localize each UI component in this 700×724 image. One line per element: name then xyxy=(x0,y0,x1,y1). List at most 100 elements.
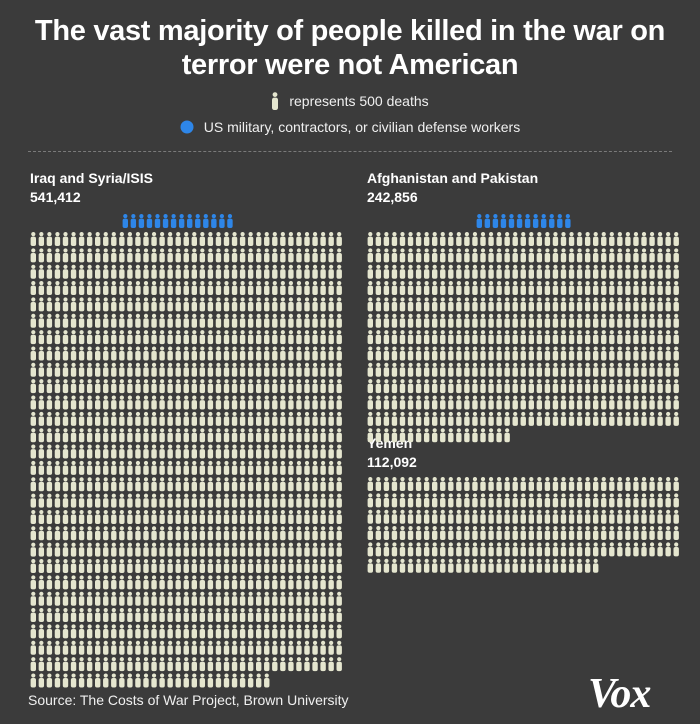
iraq-person-icon xyxy=(159,444,165,459)
iraq-person-icon xyxy=(239,493,246,508)
iraq-person-icon xyxy=(78,575,85,590)
iraq-person-icon xyxy=(86,444,93,459)
iraq-us-person-icon xyxy=(138,214,145,228)
iraq-person-icon xyxy=(46,608,53,623)
iraq-person-icon xyxy=(247,542,254,557)
iraq-person-icon xyxy=(135,509,141,524)
iraq-person-icon xyxy=(70,313,77,328)
iraq-person-icon xyxy=(119,264,125,279)
iraq-person-icon xyxy=(175,248,181,263)
iraq-person-icon xyxy=(280,297,286,312)
iraq-person-icon xyxy=(312,640,318,655)
iraq-person-icon xyxy=(143,640,149,655)
iraq-person-icon xyxy=(143,591,149,606)
iraq-person-icon xyxy=(199,395,206,410)
iraq-person-icon xyxy=(296,264,302,279)
iraq-person-icon xyxy=(191,379,197,394)
afghanistan-person-icon xyxy=(609,379,615,394)
afghanistan-person-icon xyxy=(423,232,430,246)
afghanistan-person-icon xyxy=(391,411,398,426)
iraq-person-icon xyxy=(86,362,93,377)
iraq-person-icon xyxy=(95,264,101,279)
yemen-person-icon xyxy=(601,477,607,491)
iraq-person-icon xyxy=(111,248,117,263)
afghanistan-person-icon xyxy=(633,346,639,361)
iraq-person-icon xyxy=(143,232,149,246)
afghanistan-person-icon xyxy=(673,248,679,263)
iraq-person-icon xyxy=(38,493,45,508)
iraq-person-icon xyxy=(103,542,109,557)
afghanistan-person-icon xyxy=(448,248,454,263)
iraq-us-person-icon xyxy=(203,214,209,228)
afghanistan-person-icon xyxy=(504,264,510,279)
iraq-person-icon xyxy=(86,428,93,443)
iraq-person-icon xyxy=(231,330,238,345)
afghanistan-person-icon xyxy=(423,428,430,443)
yemen-person-icon xyxy=(528,542,534,557)
afghanistan-person-icon xyxy=(625,346,631,361)
iraq-person-icon xyxy=(199,297,206,312)
afghanistan-person-icon xyxy=(480,248,486,263)
afghanistan-person-icon xyxy=(665,281,671,296)
afghanistan-person-icon xyxy=(633,264,639,279)
yemen-person-icon xyxy=(649,526,655,541)
iraq-person-icon xyxy=(143,248,149,263)
iraq-person-icon xyxy=(78,460,85,475)
afghanistan-person-icon xyxy=(488,297,494,312)
yemen-person-icon xyxy=(448,477,454,491)
afghanistan-person-icon xyxy=(375,362,382,377)
iraq-person-icon xyxy=(304,608,310,623)
iraq-person-icon xyxy=(70,559,77,573)
yemen-person-icon xyxy=(472,526,478,541)
iraq-person-icon xyxy=(159,526,165,541)
yemen-person-icon xyxy=(456,477,462,491)
iraq-person-icon xyxy=(288,493,294,508)
afghanistan-person-icon xyxy=(464,313,470,328)
iraq-person-icon xyxy=(231,608,238,623)
iraq-person-icon xyxy=(207,362,214,377)
afghanistan-us-person-icon xyxy=(565,214,571,228)
iraq-person-icon xyxy=(304,379,310,394)
iraq-person-icon xyxy=(159,673,165,688)
iraq-person-icon xyxy=(70,362,77,377)
iraq-person-icon xyxy=(95,493,101,508)
yemen-person-icon xyxy=(576,477,583,491)
afghanistan-person-icon xyxy=(440,297,446,312)
iraq-person-icon xyxy=(111,509,117,524)
afghanistan-person-icon xyxy=(415,264,422,279)
iraq-person-icon xyxy=(135,281,141,296)
afghanistan-person-icon xyxy=(568,395,575,410)
iraq-person-icon xyxy=(280,264,286,279)
iraq-person-icon xyxy=(336,428,342,443)
iraq-person-icon xyxy=(288,460,294,475)
iraq-person-icon xyxy=(111,575,117,590)
iraq-person-icon xyxy=(127,460,133,475)
iraq-person-icon xyxy=(103,460,109,475)
iraq-person-icon xyxy=(223,542,230,557)
afghanistan-person-icon xyxy=(665,232,671,246)
iraq-person-icon xyxy=(223,411,230,426)
iraq-person-icon xyxy=(256,428,262,443)
iraq-person-icon xyxy=(247,575,254,590)
iraq-person-icon xyxy=(119,542,125,557)
afghanistan-person-icon xyxy=(488,248,494,263)
iraq-person-icon xyxy=(127,362,133,377)
afghanistan-person-icon xyxy=(472,330,478,345)
afghanistan-person-icon xyxy=(391,330,398,345)
iraq-person-icon xyxy=(247,493,254,508)
iraq-person-icon xyxy=(175,362,181,377)
iraq-person-icon xyxy=(272,477,278,492)
iraq-person-icon xyxy=(231,591,238,606)
afghanistan-person-icon xyxy=(593,346,599,361)
iraq-person-icon xyxy=(54,460,61,475)
iraq-person-icon xyxy=(111,444,117,459)
iraq-person-icon xyxy=(207,624,214,639)
iraq-person-icon xyxy=(280,444,286,459)
afghanistan-person-icon xyxy=(593,330,599,345)
iraq-person-icon xyxy=(135,428,141,443)
afghanistan-person-icon xyxy=(593,248,599,263)
yemen-person-icon xyxy=(512,526,518,541)
iraq-person-icon xyxy=(296,526,302,541)
afghanistan-person-icon xyxy=(560,313,567,328)
iraq-person-icon xyxy=(336,379,342,394)
